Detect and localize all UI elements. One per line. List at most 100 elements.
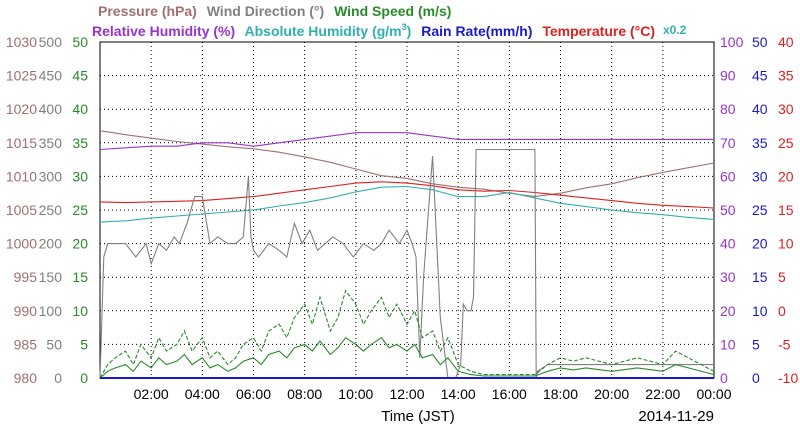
y-tick-temperature: 0 <box>778 303 786 319</box>
y-tick-rain-rate: 40 <box>752 101 768 117</box>
y-tick-pressure: 1020 <box>6 101 37 117</box>
series-relative-humidity <box>99 132 714 151</box>
legend-absolute-humidity-sup: 3 <box>402 22 407 32</box>
x-tick-label: 04:00 <box>185 386 220 402</box>
y-tick-temperature: 15 <box>778 202 794 218</box>
date-label: 2014-11-29 <box>638 408 714 425</box>
y-tick-rain-rate: 10 <box>752 303 768 319</box>
y-tick-relative-humidity: 20 <box>720 303 736 319</box>
y-tick-pressure: 980 <box>14 370 38 386</box>
x-tick-label: 22:00 <box>645 386 680 402</box>
x-tick-labels: 02:00 04:00 06:00 08:00 10:00 12:00 14:00 16:00… <box>134 386 732 402</box>
series-wind-direction <box>99 148 714 379</box>
series-temperature-c <box>99 181 715 209</box>
x-tick-label: 16:00 <box>492 386 527 402</box>
y-tick-wind-speed: 45 <box>72 68 88 84</box>
series-wind-speed-m-s <box>99 336 715 379</box>
series-pressure-hpa <box>99 130 715 198</box>
y-tick-rain-rate: 15 <box>752 269 768 285</box>
y-tick-wind-speed: 15 <box>72 269 88 285</box>
y-tick-wind-speed: 50 <box>72 34 88 50</box>
y-tick-relative-humidity: 90 <box>720 68 736 84</box>
x-tick-label: 12:00 <box>389 386 424 402</box>
y-tick-pressure: 1030 <box>6 34 37 50</box>
y-tick-rain-rate: 35 <box>752 135 768 151</box>
y-tick-wind-direction: 300 <box>39 168 63 184</box>
y-tick-rain-rate: 50 <box>752 34 768 50</box>
y-tick-relative-humidity: 10 <box>720 336 736 352</box>
y-tick-temperature: -10 <box>778 370 798 386</box>
y-tick-wind-speed: 35 <box>72 135 88 151</box>
y-tick-temperature: 25 <box>778 135 794 151</box>
series-layer <box>99 130 715 379</box>
y-tick-temperature: 35 <box>778 68 794 84</box>
y-tick-rain-rate: 20 <box>752 236 768 252</box>
y-tick-temperature: 30 <box>778 101 794 117</box>
y-tick-pressure: 1005 <box>6 202 37 218</box>
y-tick-wind-speed: 30 <box>72 168 88 184</box>
legend-wind-direction: Wind Direction (°) <box>207 3 324 19</box>
y-tick-rain-rate: 30 <box>752 168 768 184</box>
legend-temperature: Temperature (°C) <box>542 23 655 39</box>
legend-pressure: Pressure (hPa) <box>98 3 197 19</box>
y-tick-relative-humidity: 70 <box>720 135 736 151</box>
y-tick-wind-speed: 20 <box>72 236 88 252</box>
y-tick-pressure: 1025 <box>6 68 37 84</box>
x-axis-label: Time (JST) <box>381 408 455 425</box>
y-tick-wind-direction: 150 <box>39 269 63 285</box>
y-tick-wind-direction: 500 <box>39 34 63 50</box>
y-tick-temperature: -5 <box>778 336 791 352</box>
y-tick-wind-speed: 10 <box>72 303 88 319</box>
y-tick-relative-humidity: 0 <box>720 370 728 386</box>
y-tick-rain-rate: 0 <box>752 370 760 386</box>
y-tick-wind-direction: 200 <box>39 236 63 252</box>
y-tick-wind-direction: 350 <box>39 135 63 151</box>
y-tick-wind-direction: 100 <box>39 303 63 319</box>
y-tick-labels: 9809859909951000100510101015102010251030… <box>6 34 799 386</box>
y-tick-wind-direction: 0 <box>54 370 62 386</box>
y-tick-wind-direction: 450 <box>39 68 63 84</box>
legend-row-2: Relative Humidity (%) Absolute Humidity … <box>92 22 687 39</box>
legend-absolute-humidity: Absolute Humidity (g/m <box>245 23 402 39</box>
y-tick-wind-speed: 5 <box>80 336 88 352</box>
y-tick-relative-humidity: 80 <box>720 101 736 117</box>
series-wind-speed-m-s-dashed <box>99 289 715 379</box>
x-tick-label: 10:00 <box>338 386 373 402</box>
y-tick-pressure: 1015 <box>6 135 37 151</box>
y-tick-relative-humidity: 100 <box>720 34 744 50</box>
y-tick-wind-speed: 40 <box>72 101 88 117</box>
y-tick-wind-speed: 25 <box>72 202 88 218</box>
legend-rain-rate: Rain Rate(mm/h) <box>421 23 532 39</box>
y-tick-pressure: 1000 <box>6 236 37 252</box>
y-tick-relative-humidity: 50 <box>720 202 736 218</box>
y-tick-temperature: 5 <box>778 269 786 285</box>
x-tick-label: 02:00 <box>134 386 169 402</box>
x-tick-label: 08:00 <box>287 386 322 402</box>
legend-absolute-humidity-tail: ) <box>407 23 412 39</box>
grid <box>100 42 714 378</box>
y-tick-relative-humidity: 30 <box>720 269 736 285</box>
y-tick-wind-direction: 400 <box>39 101 63 117</box>
y-tick-relative-humidity: 60 <box>720 168 736 184</box>
y-tick-rain-rate: 25 <box>752 202 768 218</box>
y-tick-temperature: 40 <box>778 34 794 50</box>
y-tick-wind-direction: 50 <box>46 336 62 352</box>
legend-relative-humidity: Relative Humidity (%) <box>92 23 235 39</box>
legend-wind-speed: Wind Speed (m/s) <box>334 3 451 19</box>
y-tick-pressure: 1010 <box>6 168 37 184</box>
y-tick-wind-direction: 250 <box>39 202 63 218</box>
y-tick-pressure: 990 <box>14 303 38 319</box>
y-tick-rain-rate: 45 <box>752 68 768 84</box>
x-tick-label: 20:00 <box>594 386 629 402</box>
x-tick-label: 14:00 <box>441 386 476 402</box>
y-tick-pressure: 985 <box>14 336 38 352</box>
x-tick-label: 06:00 <box>236 386 271 402</box>
y-tick-relative-humidity: 40 <box>720 236 736 252</box>
y-tick-pressure: 995 <box>14 269 38 285</box>
y-tick-temperature: 20 <box>778 168 794 184</box>
y-tick-temperature: 10 <box>778 236 794 252</box>
x-tick-label: 00:00 <box>696 386 731 402</box>
x-tick-label: 18:00 <box>543 386 578 402</box>
